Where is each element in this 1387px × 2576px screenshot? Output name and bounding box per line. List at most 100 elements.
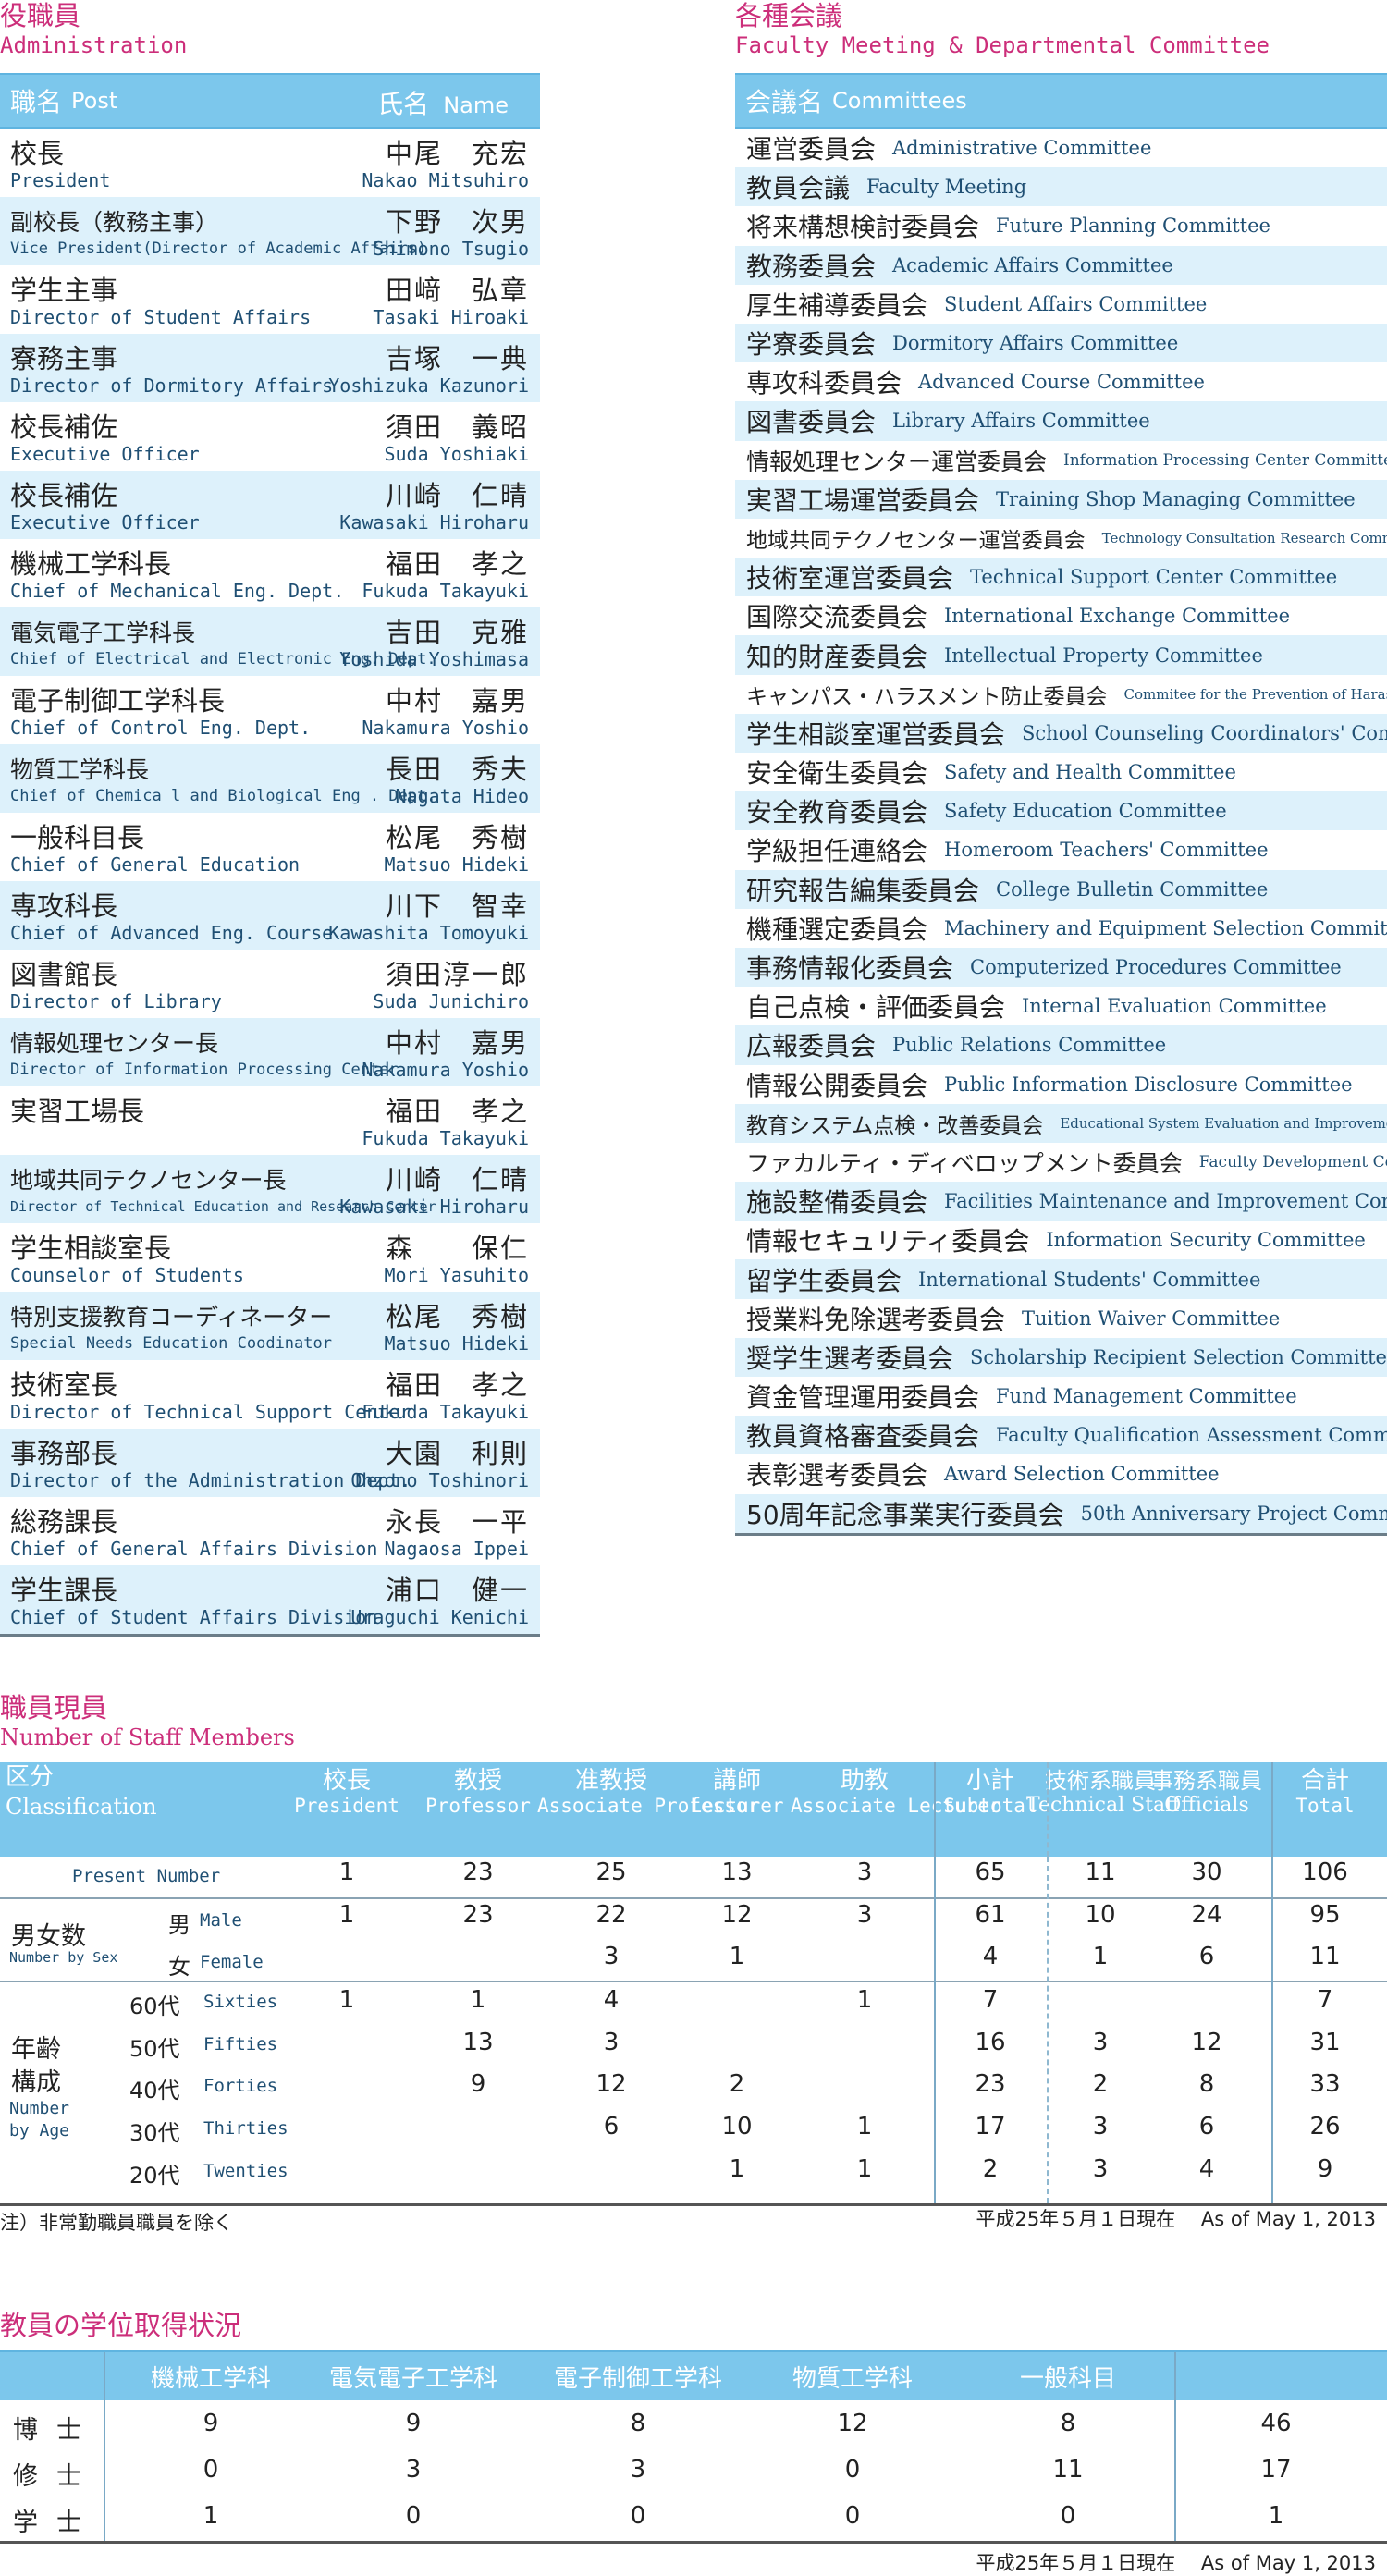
admin-row: 電気電子工学科長 Chief of Electrical and Electron… bbox=[0, 607, 540, 676]
column-header-jp: 講師 bbox=[712, 1767, 761, 1795]
post-header-en: Post bbox=[71, 88, 118, 114]
post-title: 技術室長 bbox=[10, 1369, 118, 1401]
post-title-en: Director of the Administration Dept. bbox=[10, 1469, 411, 1491]
committee-name-en: Public Relations Committee bbox=[892, 1034, 1167, 1057]
committee-row: キャンパス・ハラスメント防止委員会 Commitee for the Preven… bbox=[735, 675, 1387, 714]
committee-row: 学生相談室運営委員会 School Counseling Coordinators… bbox=[735, 713, 1387, 753]
age-group-jp: 20代 bbox=[129, 2163, 180, 2189]
admin-row: 一般科目長 Chief of General Education 松尾 秀樹 Mats… bbox=[0, 813, 540, 881]
degrees-table-header: 機械工学科 電気電子工学科 電子制御工学科 物質工学科 一般科目 bbox=[0, 2350, 1387, 2400]
present-number-label: Present Number bbox=[72, 1866, 221, 1886]
committee-row: 国際交流委員会 International Exchange Committee bbox=[735, 596, 1387, 635]
person-name-en: Fukuda Takayuki bbox=[362, 580, 529, 602]
post-title: 電気電子工学科長 bbox=[10, 619, 196, 646]
admin-row: 情報処理センター長 Director of Information Process… bbox=[0, 1018, 540, 1086]
committees-header: 会議名 Committees bbox=[735, 73, 1387, 129]
staff-count: 24 bbox=[1191, 1901, 1222, 1929]
committee-header-en: Committees bbox=[832, 88, 967, 114]
age-group-en: Thirties bbox=[203, 2118, 288, 2139]
column-header-en: Officials bbox=[1164, 1794, 1249, 1817]
person-name: 中村 嘉男 bbox=[385, 685, 529, 717]
age-label-jp-1: 年齢 bbox=[11, 2035, 61, 2064]
column-divider bbox=[1174, 2352, 1176, 2400]
committee-row: 教員会議 Faculty Meeting bbox=[735, 167, 1387, 207]
post-title-en: Chief of General Education bbox=[10, 853, 301, 876]
committee-name-jp: 安全衛生委員会 bbox=[746, 758, 928, 790]
person-name-en: Mori Yasuhito bbox=[384, 1264, 529, 1286]
age-label-en-1: Number bbox=[9, 2099, 70, 2118]
staff-count: 10 bbox=[1085, 1901, 1116, 1929]
person-name: 川崎 仁晴 bbox=[385, 480, 529, 511]
staff-table-body: Present Number 男女数 Number by Sex 男 Male … bbox=[0, 1857, 1387, 2206]
staff-count: 1 bbox=[729, 2155, 745, 2183]
age-group-en: Forties bbox=[203, 2076, 278, 2096]
post-header-jp: 職名 bbox=[10, 87, 63, 117]
person-name: 吉田 克雅 bbox=[385, 617, 529, 648]
staff-table-header: 区分 Classification 校長 President 教授 Professor… bbox=[0, 1762, 1387, 1857]
column-header-jp: 校長 bbox=[322, 1767, 371, 1795]
committee-row: 広報委員会 Public Relations Committee bbox=[735, 1025, 1387, 1065]
degrees-table-body: 博士 9 9 8 12 8 46 修士 0 3 3 0 11 17 学士 1 0 0 0 0 1 bbox=[0, 2400, 1387, 2544]
committee-name-jp: 授業料免除選考委員会 bbox=[746, 1304, 1006, 1335]
staff-count: 9 bbox=[1317, 2155, 1333, 2183]
committee-name-jp: 研究報告編集委員会 bbox=[746, 875, 980, 906]
committee-name-jp: 厚生補導委員会 bbox=[746, 289, 928, 321]
degree-column-header: 物質工学科 bbox=[792, 2365, 913, 2393]
person-name: 森 保仁 bbox=[385, 1233, 529, 1264]
committee-name-en: Facilities Maintenance and Improvement C… bbox=[944, 1190, 1387, 1213]
staff-note: 注）非常勤職員職員を除く bbox=[0, 2212, 233, 2234]
committee-name-en: Academic Affairs Committee bbox=[892, 253, 1173, 276]
age-group-en: Fifties bbox=[203, 2034, 278, 2055]
person-name: 川崎 仁晴 bbox=[385, 1164, 529, 1196]
degrees-title: 教員の学位取得状況 bbox=[0, 2310, 242, 2341]
degree-count: 0 bbox=[630, 2502, 646, 2530]
committees-title: 各種会議 bbox=[735, 0, 843, 31]
admin-row: 専攻科長 Chief of Advanced Eng. Course 川下 智幸 Ka… bbox=[0, 881, 540, 950]
staff-count: 26 bbox=[1309, 2113, 1341, 2141]
staff-count: 3 bbox=[856, 1901, 873, 1929]
staff-count: 2 bbox=[1092, 2070, 1109, 2098]
staff-count: 7 bbox=[1317, 1986, 1333, 2014]
column-header-jp: 小計 bbox=[965, 1767, 1014, 1795]
person-name: 大園 利則 bbox=[385, 1438, 529, 1469]
committee-name-en: Faculty Development Committee bbox=[1198, 1152, 1387, 1171]
person-name-en: Yoshizuka Kazunori bbox=[328, 374, 529, 397]
committee-name-en: Advanced Course Committee bbox=[918, 371, 1205, 394]
person-name: 吉塚 一典 bbox=[385, 343, 529, 374]
degree-count: 17 bbox=[1260, 2456, 1292, 2484]
person-name: 福田 孝之 bbox=[385, 1096, 529, 1127]
staff-count: 7 bbox=[982, 1986, 999, 2014]
staff-count: 1 bbox=[338, 1986, 355, 2014]
column-header: 技術系職員 Technical Staff bbox=[1026, 1766, 1180, 1816]
committee-name-en: Information Processing Center Committee bbox=[1063, 450, 1387, 470]
staff-count: 3 bbox=[1092, 2029, 1109, 2056]
column-header-jp: 助教 bbox=[840, 1767, 889, 1795]
column-divider bbox=[104, 2352, 105, 2400]
person-name: 福田 孝之 bbox=[385, 1369, 529, 1401]
committee-name-en: Machinery and Equipment Selection Commit… bbox=[944, 916, 1387, 939]
staff-count: 6 bbox=[1198, 1943, 1215, 1970]
person-name: 須田淳一郎 bbox=[385, 959, 529, 990]
person-name: 須田 義昭 bbox=[385, 411, 529, 443]
staff-count: 13 bbox=[462, 2029, 494, 2056]
post-title-en: Special Needs Education Coodinator bbox=[10, 1334, 332, 1353]
degree-row-label: 博士 bbox=[13, 2416, 100, 2445]
person-name-en: Kawasaki Hiroharu bbox=[339, 1196, 529, 1218]
staff-count: 106 bbox=[1302, 1858, 1348, 1886]
post-title: 特別支援教育コーディネーター bbox=[10, 1304, 333, 1331]
committee-name-jp: 学級担任連絡会 bbox=[746, 836, 928, 867]
committee-name-en: Dormitory Affairs Committee bbox=[892, 332, 1179, 355]
committee-name-jp: 自己点検・評価委員会 bbox=[746, 992, 1006, 1024]
sex-label-jp: 男女数 bbox=[11, 1922, 86, 1951]
post-title-en: Director of Technical Support Center bbox=[10, 1401, 411, 1423]
administration-title: 役職員 bbox=[0, 0, 81, 31]
column-divider bbox=[1271, 1762, 1273, 1857]
committee-name-jp: 留学生委員会 bbox=[746, 1265, 902, 1296]
staff-section: 職員現員 Number of Staff Members 区分 Classifi… bbox=[0, 1692, 1387, 2234]
person-name-en: Tasaki Hiroaki bbox=[373, 306, 529, 328]
post-title: 校長 bbox=[10, 138, 65, 169]
post-title-en: Chief of Advanced Eng. Course bbox=[10, 922, 334, 944]
column-header-jp: 技術系職員 bbox=[1045, 1768, 1156, 1794]
administration-header: 職名 Post 氏名 Name bbox=[0, 73, 540, 129]
degree-count: 1 bbox=[1268, 2502, 1284, 2530]
